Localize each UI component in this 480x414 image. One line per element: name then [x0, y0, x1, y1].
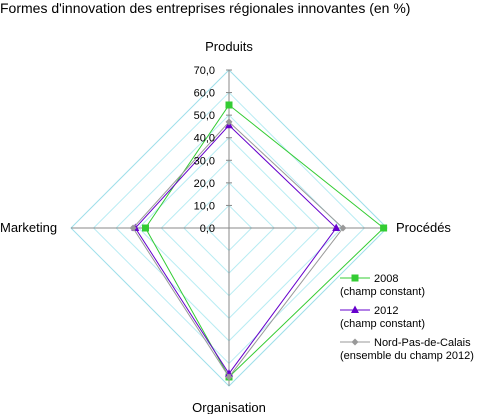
tick-label: 70,0 [194, 65, 215, 77]
series-point [225, 101, 233, 109]
legend-item-2: Nord-Pas-de-Calais(ensemble du champ 201… [340, 337, 474, 362]
axis-label-1: Procédés [396, 220, 451, 235]
series-point [351, 338, 359, 346]
series-line [134, 124, 337, 375]
series-point [129, 224, 137, 232]
series-2 [129, 118, 347, 381]
series-point [225, 373, 233, 381]
axis-label-3: Marketing [0, 220, 57, 235]
legend: 2008(champ constant)2012(champ constant)… [340, 273, 474, 362]
radar-axes [71, 69, 387, 386]
series-point [141, 224, 149, 232]
series-point [332, 223, 341, 231]
series-point [351, 305, 359, 313]
tick-label: 20,0 [194, 178, 215, 190]
legend-label: (ensemble du champ 2012) [340, 350, 474, 362]
tick-label: 10,0 [194, 200, 215, 212]
tick-label: 60,0 [194, 88, 215, 100]
legend-label: 2008 [374, 273, 398, 285]
series-point [339, 224, 347, 232]
tick-label: 30,0 [194, 155, 215, 167]
series-point [351, 274, 359, 282]
series-point [225, 118, 233, 126]
legend-label: (champ constant) [340, 286, 425, 298]
tick-label: 40,0 [194, 133, 215, 145]
series-line [144, 104, 385, 378]
legend-item-1: 2012(champ constant) [340, 305, 425, 330]
axis-label-2: Organisation [192, 400, 266, 414]
legend-label: (champ constant) [340, 318, 425, 330]
chart-title: Formes d'innovation des entreprises régi… [0, 0, 411, 16]
tick-label: 0,0 [200, 223, 215, 235]
legend-label: Nord-Pas-de-Calais [374, 337, 471, 349]
axis-label-0: Produits [205, 39, 253, 54]
series-point [380, 224, 388, 232]
tick-label: 50,0 [194, 110, 215, 122]
legend-label: 2012 [374, 305, 398, 317]
radar-labels: 0,0 10,0 20,0 30,0 40,0 50,0 60,0 70,0 Produits P… [0, 39, 451, 414]
radar-series [129, 101, 388, 381]
legend-item-0: 2008(champ constant) [340, 273, 425, 298]
series-line [132, 121, 344, 378]
